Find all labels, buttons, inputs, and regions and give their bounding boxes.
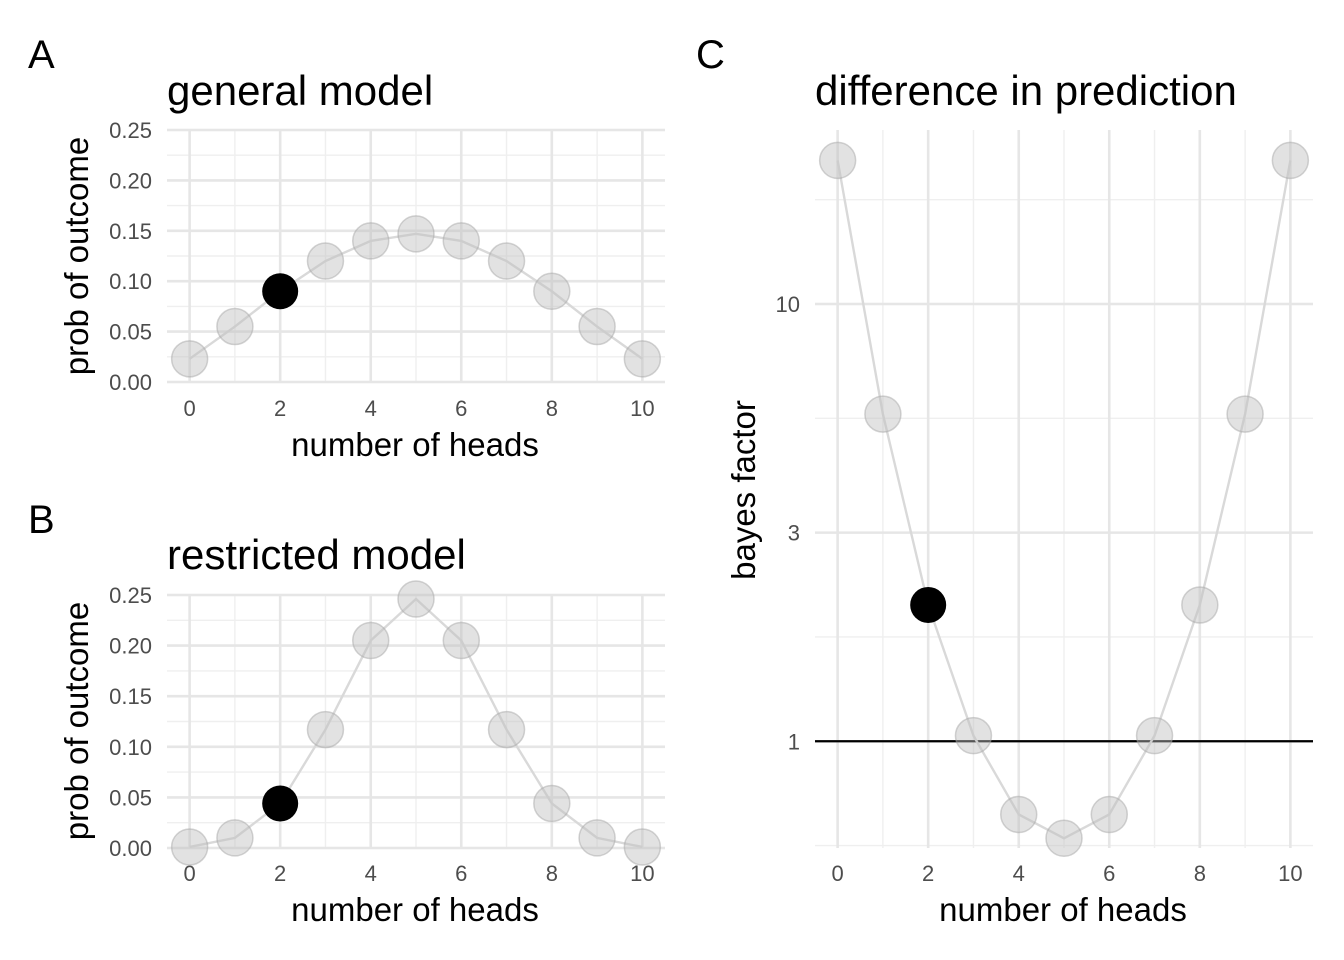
x-tick-label: 6 — [1103, 861, 1115, 886]
data-point — [533, 272, 571, 311]
x-tick-label: 4 — [365, 396, 377, 421]
panel-c-plot: 0 2 4 6 8 10 1 3 10 — [776, 130, 1313, 886]
data-point — [533, 784, 571, 823]
x-tick-label: 2 — [274, 861, 286, 886]
data-point — [397, 215, 435, 253]
data-point — [487, 242, 526, 280]
y-tick-label: 0.00 — [109, 836, 152, 861]
x-tick-label: 0 — [832, 861, 844, 886]
y-tick-label: 10 — [776, 292, 800, 317]
data-point — [306, 242, 345, 280]
data-point — [487, 710, 526, 749]
data-point — [1226, 395, 1264, 433]
y-tick-label: 3 — [788, 521, 800, 546]
x-tick-label: 10 — [630, 396, 654, 421]
y-tick-label: 0.25 — [109, 583, 152, 608]
panel-a-title: general model — [167, 67, 433, 114]
x-tick-label: 8 — [546, 396, 558, 421]
data-point — [1135, 716, 1174, 755]
series-line — [189, 597, 643, 849]
data-point — [216, 307, 254, 346]
data-point — [442, 222, 481, 260]
data-point — [954, 716, 993, 755]
series-line — [836, 160, 1292, 840]
panel-b-title: restricted model — [167, 531, 466, 578]
data-point — [623, 340, 662, 378]
x-tick-label: 6 — [455, 396, 467, 421]
data-point — [306, 710, 345, 749]
observed-point — [910, 586, 947, 623]
data-point — [351, 222, 390, 260]
panel-a: A general model 0 2 4 6 8 100.000.050.100.150… — [28, 33, 665, 463]
data-point — [818, 141, 857, 180]
panel-letter-b: B — [28, 498, 55, 542]
panel-b: B restricted model 0 2 4 6 8 100.000.050.100.… — [28, 498, 665, 928]
y-tick-label: 0.20 — [109, 634, 152, 659]
x-tick-label: 4 — [1013, 861, 1025, 886]
panel-letter-a: A — [28, 33, 55, 77]
x-tick-label: 2 — [922, 861, 934, 886]
panel-c-title: difference in prediction — [815, 67, 1237, 114]
panel-a-y-axis-title: prob of outcome — [58, 137, 95, 375]
data-point — [170, 828, 209, 866]
series-line — [188, 232, 644, 360]
y-tick-label: 0.00 — [109, 370, 152, 395]
observed-point — [262, 273, 299, 310]
data-point — [1181, 586, 1219, 624]
x-tick-label: 8 — [546, 861, 558, 886]
data-point — [578, 819, 616, 857]
data-point — [442, 621, 481, 660]
y-tick-label: 0.10 — [109, 735, 152, 760]
x-tick-label: 0 — [184, 861, 196, 886]
observed-point — [262, 785, 299, 822]
panel-c: C difference in prediction 0 2 4 6 8 10 1 3 10 n… — [696, 33, 1313, 928]
data-point — [999, 795, 1038, 834]
x-tick-label: 8 — [1194, 861, 1206, 886]
data-point — [216, 819, 254, 857]
data-point — [864, 395, 902, 433]
data-point — [623, 828, 662, 866]
x-tick-label: 10 — [1278, 861, 1302, 886]
panel-b-x-axis-title: number of heads — [291, 891, 539, 928]
data-point — [578, 307, 616, 346]
x-tick-label: 2 — [274, 396, 286, 421]
panel-a-x-axis-title: number of heads — [291, 426, 539, 463]
x-tick-label: 4 — [365, 861, 377, 886]
y-tick-label: 0.15 — [109, 219, 152, 244]
y-tick-label: 0.10 — [109, 269, 152, 294]
panel-b-plot: 0 2 4 6 8 100.000.050.100.150.200.25 — [109, 580, 665, 886]
x-tick-label: 6 — [455, 861, 467, 886]
data-point — [397, 580, 435, 618]
panel-b-y-axis-title: prob of outcome — [58, 602, 95, 840]
panel-c-x-axis-title: number of heads — [939, 891, 1187, 928]
y-tick-label: 0.05 — [109, 320, 152, 345]
panel-letter-c: C — [696, 33, 725, 77]
data-point — [351, 621, 390, 660]
y-tick-label: 1 — [788, 729, 800, 754]
y-tick-label: 0.15 — [109, 684, 152, 709]
x-tick-label: 0 — [184, 396, 196, 421]
y-tick-label: 0.25 — [109, 118, 152, 143]
y-tick-label: 0.05 — [109, 785, 152, 810]
data-point — [1090, 795, 1129, 834]
data-point — [1045, 819, 1083, 858]
panel-a-plot: 0 2 4 6 8 10 0.00 0.05 0.10 0.15 0.20 0.25 — [109, 118, 665, 421]
data-point — [1271, 141, 1310, 180]
panel-c-y-axis-title: bayes factor — [725, 400, 762, 580]
y-tick-label: 0.20 — [109, 168, 152, 193]
data-point — [170, 340, 209, 378]
